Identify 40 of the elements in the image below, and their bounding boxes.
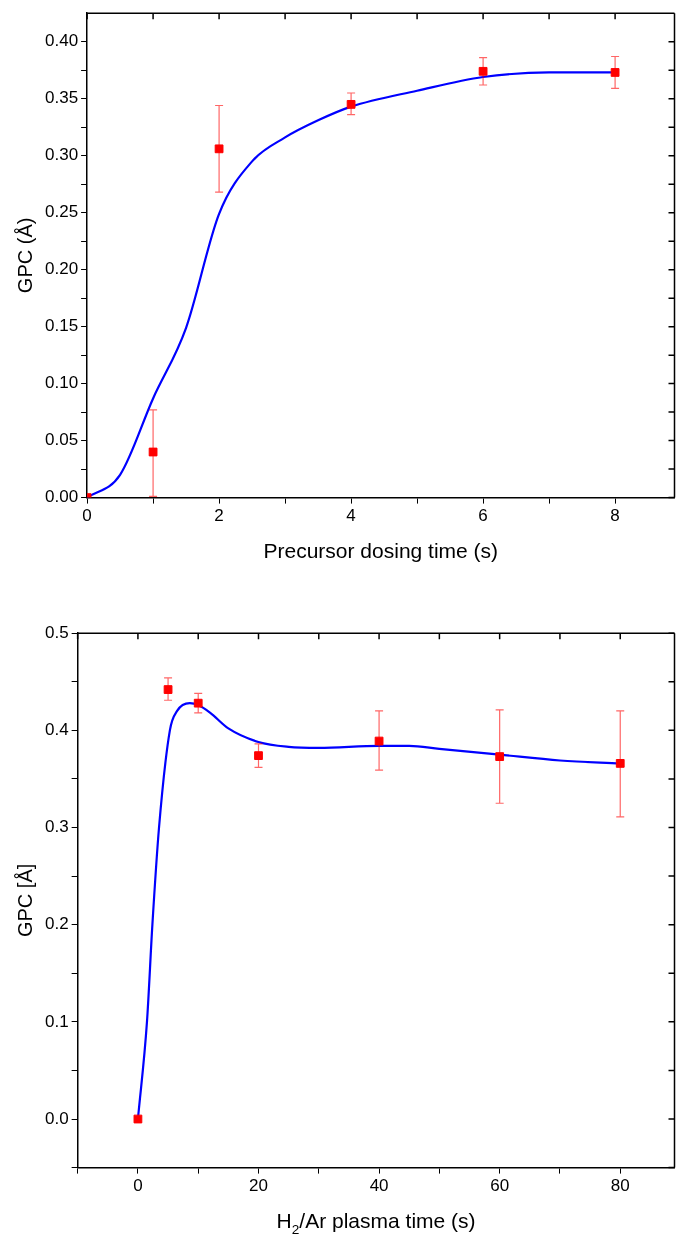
y-tick-label: 0.40: [44, 31, 79, 51]
point: [163, 685, 173, 694]
y-tick-label: 0.25: [44, 202, 79, 222]
x-tick-label: 0: [82, 506, 92, 526]
point: [374, 736, 384, 746]
point: [495, 752, 505, 761]
point: [478, 66, 488, 76]
y-tick-label: 0.1: [44, 1011, 69, 1031]
x-tick-label: 80: [610, 1176, 630, 1196]
y-tick-label: 0.15: [44, 316, 79, 336]
x-tick-label: 2: [214, 506, 224, 526]
x-tick-label: 60: [490, 1176, 510, 1196]
x-tick-label: 20: [249, 1176, 268, 1196]
x-tick-label: 4: [346, 506, 356, 526]
point: [615, 759, 625, 768]
y-tick-label: 0.3: [44, 817, 69, 837]
x-tick-label: 6: [478, 506, 488, 526]
point: [346, 99, 356, 109]
y-tick-label: 0.5: [44, 622, 69, 642]
x-tick-label: 40: [369, 1176, 389, 1196]
y-tick-label: 0.00: [44, 487, 79, 507]
point: [193, 698, 203, 708]
y-tick-label: 0.05: [44, 430, 79, 450]
y-tick-label: 0.4: [44, 720, 69, 740]
y-tick-label: 0.20: [44, 259, 79, 279]
point: [610, 68, 620, 77]
x-axis-title: Precursor dosing time (s): [263, 539, 499, 562]
y-tick-label: 0.2: [44, 914, 69, 934]
y-axis-title: GPC [Å]: [13, 863, 36, 938]
point: [148, 447, 158, 457]
y-tick-label: 0.10: [44, 373, 79, 393]
point: [133, 1114, 143, 1124]
x-tick-label: 8: [610, 506, 620, 526]
point: [254, 751, 263, 761]
x-tick-label: 0: [133, 1176, 143, 1196]
y-tick-label: 0.35: [44, 88, 79, 108]
y-tick-label: 0.30: [44, 145, 79, 165]
y-tick-label: 0.0: [44, 1108, 69, 1128]
point: [214, 144, 224, 154]
y-axis-title: GPC (Å): [13, 217, 36, 294]
